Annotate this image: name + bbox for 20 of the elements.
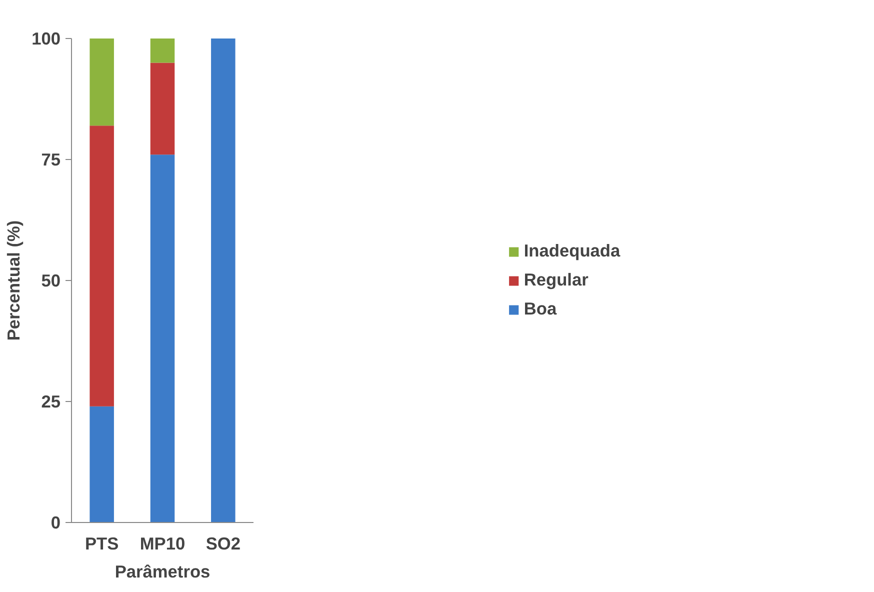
x-tick-label: SO2 bbox=[206, 534, 241, 554]
bar bbox=[90, 126, 114, 406]
legend-label: Regular bbox=[524, 270, 588, 290]
bar bbox=[90, 406, 114, 522]
bar bbox=[211, 38, 236, 522]
x-tick-label: MP10 bbox=[140, 534, 186, 554]
y-tick-label: 50 bbox=[41, 270, 61, 290]
y-axis-title: Percentual (%) bbox=[4, 220, 24, 341]
x-axis-title: Parâmetros bbox=[114, 562, 210, 582]
bar bbox=[150, 62, 175, 155]
bar bbox=[150, 38, 175, 63]
x-tick-label: PTS bbox=[84, 534, 119, 554]
legend-label: Inadequada bbox=[524, 240, 620, 262]
y-tick-label: 25 bbox=[41, 392, 61, 412]
legend-label: Boa bbox=[524, 298, 557, 320]
y-tick-label: 75 bbox=[41, 150, 61, 170]
y-tick-label: 100 bbox=[32, 28, 61, 48]
bar bbox=[90, 38, 114, 126]
y-tick-label: 0 bbox=[50, 512, 61, 532]
bar bbox=[150, 154, 175, 522]
